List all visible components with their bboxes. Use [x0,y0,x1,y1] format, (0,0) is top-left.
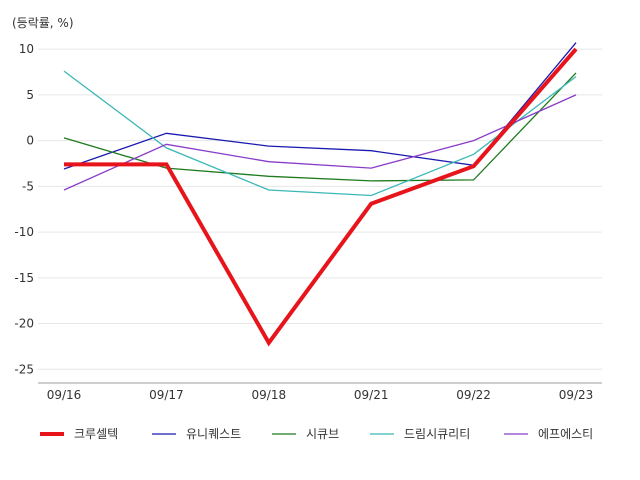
series-line-1 [63,42,577,170]
x-tick-label-1: 09/17 [149,388,184,402]
series-line-0 [64,47,578,347]
x-tick-label-5: 09/23 [559,388,594,402]
legend: 크루셀텍 유니퀘스트 시큐브 드림시큐리티 에프에스티 [40,427,593,441]
legend-label-2: 시큐브 [306,427,339,441]
grid-lines [38,48,602,370]
y-tick-label-3: -5 [22,179,34,193]
x-tick-label-0: 09/16 [47,388,82,402]
y-tick-label-2: 0 [26,134,34,148]
legend-label-4: 에프에스티 [538,427,593,441]
x-axis: 09/16 09/17 09/18 09/21 09/22 09/23 [38,382,602,402]
y-tick-label-6: -20 [14,317,34,331]
y-tick-label-0: 10 [19,42,34,56]
unit-label: (등락률, %) [12,16,74,30]
x-tick-label-3: 09/21 [354,388,389,402]
y-axis: 10 5 0 -5 -10 -15 -20 -25 [14,42,34,376]
series-line-4 [63,94,577,191]
y-tick-label-4: -10 [14,225,34,239]
x-tick-label-2: 09/18 [252,388,287,402]
series-lines [63,42,578,347]
legend-label-3: 드림시큐리티 [404,427,470,441]
y-tick-label-7: -25 [14,362,34,376]
y-tick-label-5: -15 [14,271,34,285]
x-tick-label-4: 09/22 [456,388,491,402]
series-line-3 [63,70,577,197]
y-tick-label-1: 5 [26,88,34,102]
legend-label-0: 크루셀텍 [74,427,118,441]
legend-label-1: 유니퀘스트 [186,427,241,441]
